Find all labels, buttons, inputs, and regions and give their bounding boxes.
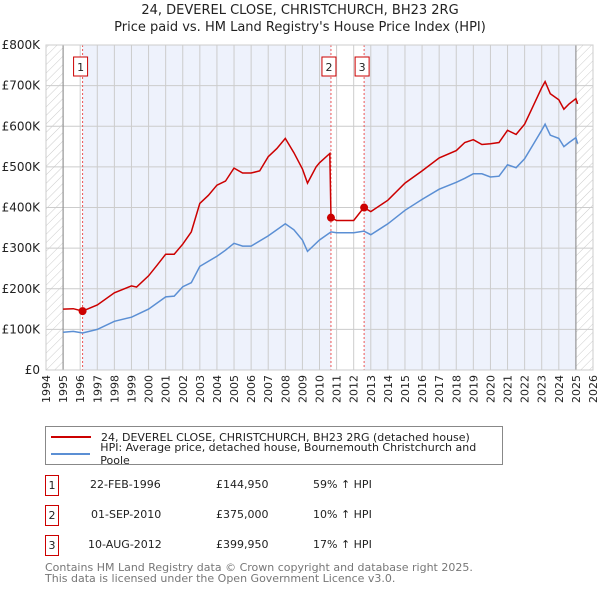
x-tick-label: 2015	[399, 375, 412, 403]
legend: 24, DEVEREL CLOSE, CHRISTCHURCH, BH23 2R…	[45, 426, 503, 467]
y-tick-label: £600K	[2, 119, 42, 133]
sale-label-box	[73, 56, 89, 77]
sale-marker-box: 1	[45, 475, 59, 496]
footer: Contains HM Land Registry data © Crown c…	[45, 562, 473, 584]
x-tick-label: 2025	[570, 375, 583, 403]
x-tick-label: 1999	[125, 375, 138, 403]
plot-border	[45, 44, 594, 371]
sale-date: 22-FEB-1996	[90, 478, 161, 491]
y-tick-label: £100K	[2, 322, 42, 336]
x-tick-label: 2014	[382, 375, 395, 403]
sale-price: £144,950	[216, 478, 269, 491]
x-tick-label: 2012	[348, 375, 361, 403]
x-tick-label: 2001	[160, 375, 173, 403]
x-tick-label: 2016	[416, 375, 429, 403]
sale-marker-box: 2	[45, 505, 59, 526]
legend-item-hpi: HPI: Average price, detached house, Bour…	[51, 441, 502, 467]
x-tick-label: 2018	[450, 375, 463, 403]
sale-marker-box: 3	[45, 535, 59, 556]
x-tick-label: 2005	[228, 375, 241, 403]
y-tick-label: £500K	[2, 160, 42, 174]
sale-price: £399,950	[216, 538, 269, 551]
sale-hpi: 59% ↑ HPI	[313, 478, 372, 491]
x-tick-label: 2017	[433, 375, 446, 403]
x-tick-label: 2020	[484, 375, 497, 403]
hpi-line	[63, 122, 579, 334]
sale-date: 01-SEP-2010	[91, 508, 162, 521]
x-tick-label: 2022	[519, 375, 532, 403]
legend-swatch-red	[51, 436, 91, 438]
legend-label: 24, DEVEREL CLOSE, CHRISTCHURCH, BH23 2R…	[101, 430, 470, 444]
x-tick-label: 1994	[40, 375, 53, 403]
plot-area: 1994 1995 1996 1997 1998 1999 2000 2001 2002 2003…	[2, 38, 600, 403]
x-tick-label: 2007	[262, 375, 275, 403]
x-tick-label: 2023	[536, 375, 549, 403]
x-tick-label: 1997	[91, 375, 104, 403]
y-tick-label: £300K	[2, 241, 42, 255]
x-tick-label: 2009	[296, 375, 309, 403]
x-tick-label: 1995	[57, 375, 70, 403]
x-tick-label: 2002	[177, 375, 190, 403]
sale-point	[78, 307, 87, 316]
legend-item-property: 24, DEVEREL CLOSE, CHRISTCHURCH, BH23 2R…	[51, 429, 470, 445]
x-tick-label: 2008	[279, 375, 292, 403]
y-tick-label: £400K	[2, 201, 42, 215]
x-tick-label: 2019	[467, 375, 480, 403]
x-tick-label: 2003	[194, 375, 207, 403]
legend-swatch-blue	[51, 453, 91, 455]
y-tick-label: £800K	[2, 38, 42, 52]
sale-hpi: 10% ↑ HPI	[313, 508, 372, 521]
sale-price: £375,000	[216, 508, 269, 521]
chart-title: 24, DEVEREL CLOSE, CHRISTCHURCH, BH23 2R…	[141, 3, 459, 18]
x-tick-label: 2026	[587, 375, 600, 403]
legend-label: HPI: Average price, detached house, Bour…	[100, 441, 477, 467]
x-tick-label: 1996	[74, 375, 87, 403]
y-tick-label: £200K	[2, 282, 42, 296]
sale-label-box	[321, 56, 337, 77]
x-tick-label: 2000	[143, 375, 156, 403]
x-tick-label: 2013	[365, 375, 378, 403]
x-tick-label: 2004	[211, 375, 224, 403]
sale-hpi: 17% ↑ HPI	[313, 538, 372, 551]
x-tick-label: 2006	[245, 375, 258, 403]
x-tick-label: 2010	[314, 375, 327, 403]
sale-point	[360, 203, 369, 212]
sale-point	[326, 213, 335, 222]
y-tick-label: £0	[25, 363, 40, 377]
sale-date: 10-AUG-2012	[88, 538, 162, 551]
x-tick-label: 2024	[553, 375, 566, 403]
chart-subtitle: Price paid vs. HM Land Registry's House …	[114, 20, 486, 35]
price-paid-line	[63, 79, 579, 312]
footer-line: Contains HM Land Registry data © Crown c…	[45, 561, 473, 574]
x-tick-label: 1998	[108, 375, 121, 403]
x-tick-label: 2021	[502, 375, 515, 403]
sale-label-box	[354, 56, 370, 77]
x-tick-label: 2011	[331, 375, 344, 403]
footer-line: This data is licensed under the Open Gov…	[45, 572, 396, 585]
sale-label: 3	[359, 61, 366, 74]
sale-label: 1	[77, 61, 84, 74]
sale-label: 2	[325, 61, 332, 74]
y-tick-label: £700K	[2, 79, 42, 93]
